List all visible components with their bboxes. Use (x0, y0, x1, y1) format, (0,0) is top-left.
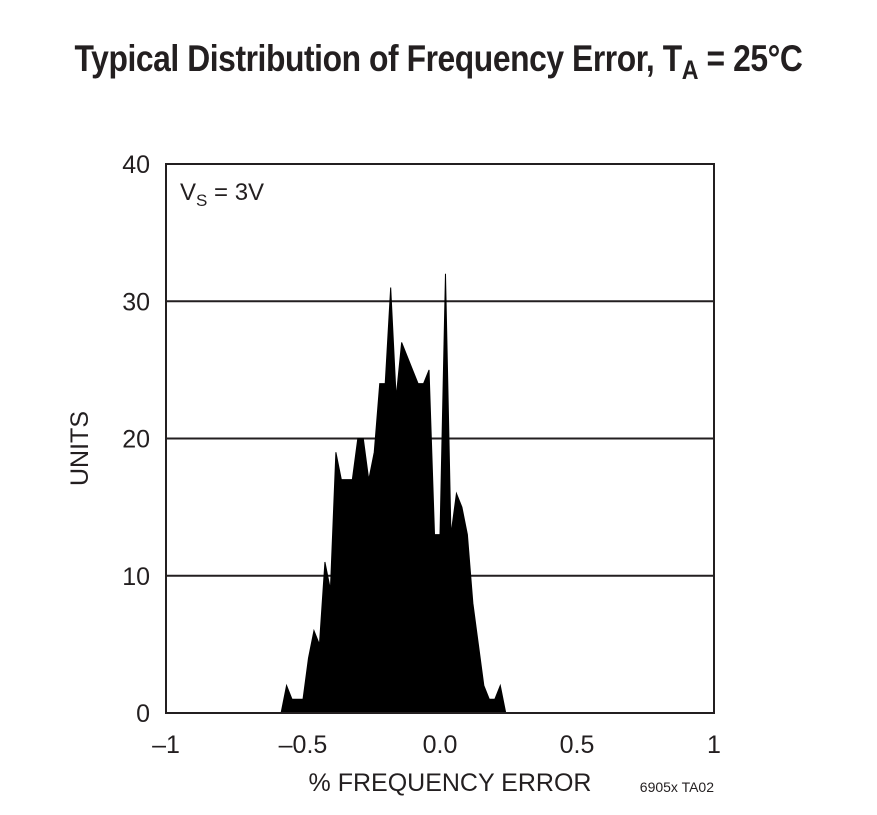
y-tick-label: 40 (122, 151, 150, 179)
histogram-series (275, 273, 583, 714)
figure-code: 6905x TA02 (640, 779, 714, 795)
histogram-area (275, 273, 583, 714)
annotation-vs: VS = 3V (180, 179, 264, 210)
x-tick-labels: –1 –0.5 0.0 0.5 1 (152, 731, 721, 759)
x-tick-label: 0.5 (560, 731, 595, 759)
plot-frame (165, 163, 715, 714)
x-tick-label: 0.0 (423, 731, 458, 759)
y-axis-label: UNITS (66, 411, 94, 486)
chart-title-subscript: A (681, 55, 699, 85)
x-axis-label: % FREQUENCY ERROR (309, 769, 592, 797)
annotation-subscript: S (196, 191, 207, 210)
y-tick-label: 30 (122, 288, 150, 316)
chart-title-suffix: = 25°C (698, 38, 803, 79)
chart-title: Typical Distribution of Frequency Error,… (61, 38, 815, 85)
y-tick-label: 10 (122, 563, 150, 591)
x-tick-label: 1 (707, 731, 721, 759)
y-tick-label: 20 (122, 426, 150, 454)
chart-title-text: Typical Distribution of Frequency Error,… (74, 38, 683, 79)
annotation-rest: = 3V (207, 179, 264, 206)
y-tick-labels: 0 10 20 30 40 (122, 151, 150, 728)
y-tick-label: 0 (136, 700, 150, 728)
x-tick-label: –0.5 (279, 731, 328, 759)
x-tick-label: –1 (152, 731, 180, 759)
annotation-main: V (180, 179, 196, 206)
